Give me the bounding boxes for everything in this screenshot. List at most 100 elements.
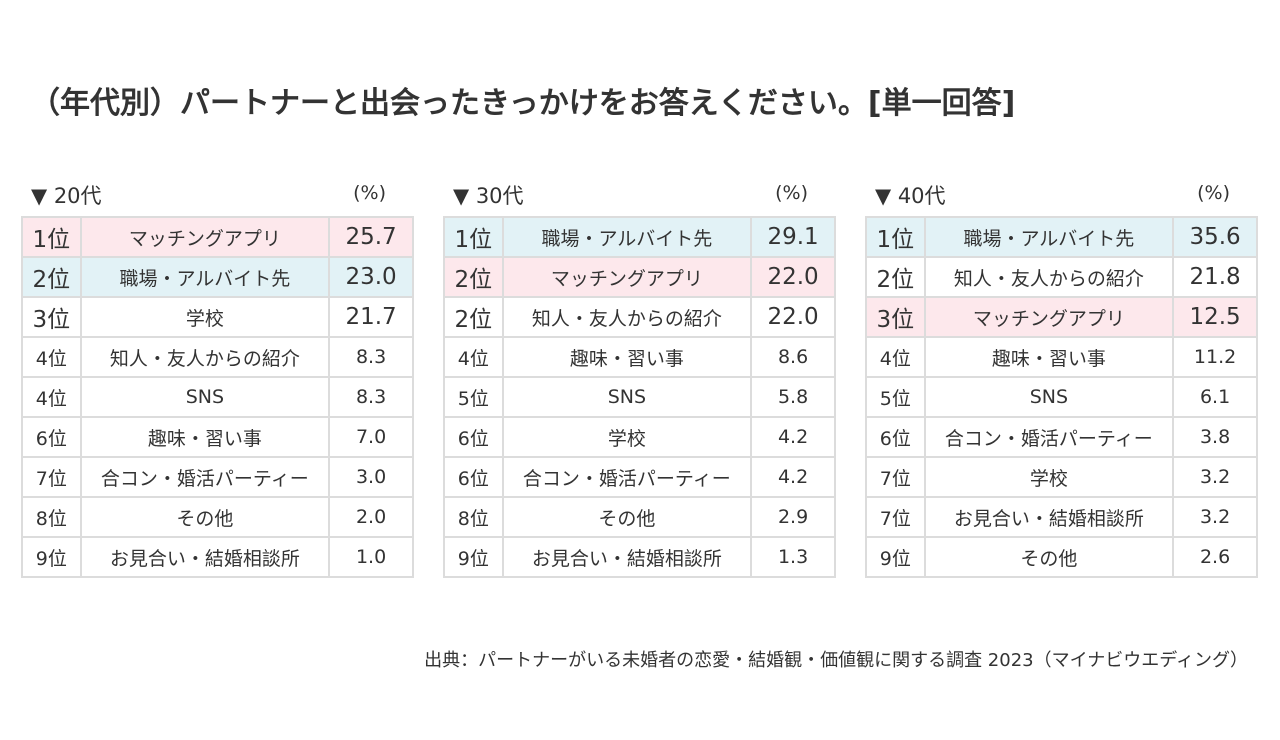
table-row: 9位 その他 2.6 [865, 536, 1258, 578]
panel-title: ▼ 30代 [453, 184, 524, 208]
value-cell: 11.2 [1172, 336, 1258, 378]
value-cell: 7.0 [328, 416, 414, 458]
item-cell: 職場・アルバイト先 [501, 216, 753, 258]
table-row: 6位 合コン・婚活パーティー 3.8 [865, 416, 1258, 458]
table-row: 4位 趣味・習い事 11.2 [865, 336, 1258, 378]
rank-cell: 8位 [21, 496, 82, 538]
table-panel-30s: ▼ 30代 (%) 1位 職場・アルバイト先 29.1 2位 マッチングアプリ 22.0 2… [443, 176, 836, 578]
item-cell: SNS [79, 376, 331, 418]
rank-cell: 2位 [443, 256, 504, 298]
item-cell: 合コン・婚活パーティー [923, 416, 1175, 458]
table-row: 6位 学校 4.2 [443, 416, 836, 458]
value-cell: 2.9 [750, 496, 836, 538]
ranking-table: 1位 職場・アルバイト先 29.1 2位 マッチングアプリ 22.0 2位 知人・友人からの紹… [443, 216, 836, 578]
value-cell: 2.6 [1172, 536, 1258, 578]
rank-cell: 9位 [21, 536, 82, 578]
value-cell: 6.1 [1172, 376, 1258, 418]
rank-cell: 7位 [865, 456, 926, 498]
item-cell: 趣味・習い事 [79, 416, 331, 458]
rank-cell: 9位 [443, 536, 504, 578]
rank-cell: 6位 [443, 456, 504, 498]
value-cell: 12.5 [1172, 296, 1258, 338]
value-cell: 35.6 [1172, 216, 1258, 258]
item-cell: マッチングアプリ [79, 216, 331, 258]
value-cell: 23.0 [328, 256, 414, 298]
panel-title: ▼ 20代 [31, 184, 102, 208]
item-cell: その他 [923, 536, 1175, 578]
item-cell: お見合い・結婚相談所 [79, 536, 331, 578]
table-row: 3位 マッチングアプリ 12.5 [865, 296, 1258, 338]
value-cell: 21.7 [328, 296, 414, 338]
table-row: 8位 その他 2.0 [21, 496, 414, 538]
table-row: 2位 知人・友人からの紹介 21.8 [865, 256, 1258, 298]
rank-cell: 2位 [865, 256, 926, 298]
item-cell: SNS [923, 376, 1175, 418]
table-row: 5位 SNS 6.1 [865, 376, 1258, 418]
table-row: 4位 趣味・習い事 8.6 [443, 336, 836, 378]
item-cell: 知人・友人からの紹介 [79, 336, 331, 378]
rank-cell: 6位 [865, 416, 926, 458]
value-cell: 8.6 [750, 336, 836, 378]
value-cell: 1.3 [750, 536, 836, 578]
table-row: 4位 SNS 8.3 [21, 376, 414, 418]
value-cell: 5.8 [750, 376, 836, 418]
table-row: 6位 趣味・習い事 7.0 [21, 416, 414, 458]
rank-cell: 2位 [21, 256, 82, 298]
item-cell: 知人・友人からの紹介 [501, 296, 753, 338]
rank-cell: 1位 [21, 216, 82, 258]
value-cell: 3.2 [1172, 496, 1258, 538]
value-cell: 29.1 [750, 216, 836, 258]
panel-header: ▼ 30代 (%) [443, 176, 836, 216]
table-row: 1位 職場・アルバイト先 35.6 [865, 216, 1258, 258]
table-panel-20s: ▼ 20代 (%) 1位 マッチングアプリ 25.7 2位 職場・アルバイト先 23.0 3… [21, 176, 414, 578]
item-cell: 趣味・習い事 [923, 336, 1175, 378]
rank-cell: 7位 [21, 456, 82, 498]
value-cell: 1.0 [328, 536, 414, 578]
unit-label: (%) [353, 182, 386, 204]
table-row: 2位 知人・友人からの紹介 22.0 [443, 296, 836, 338]
value-cell: 8.3 [328, 376, 414, 418]
item-cell: 学校 [923, 456, 1175, 498]
rank-cell: 5位 [443, 376, 504, 418]
panel-title: ▼ 40代 [875, 184, 946, 208]
panel-header: ▼ 20代 (%) [21, 176, 414, 216]
value-cell: 22.0 [750, 296, 836, 338]
item-cell: 学校 [501, 416, 753, 458]
value-cell: 3.2 [1172, 456, 1258, 498]
rank-cell: 4位 [21, 376, 82, 418]
item-cell: 学校 [79, 296, 331, 338]
table-row: 1位 マッチングアプリ 25.7 [21, 216, 414, 258]
value-cell: 8.3 [328, 336, 414, 378]
table-panel-40s: ▼ 40代 (%) 1位 職場・アルバイト先 35.6 2位 知人・友人からの紹介 21.… [865, 176, 1258, 578]
rank-cell: 8位 [443, 496, 504, 538]
table-row: 7位 合コン・婚活パーティー 3.0 [21, 456, 414, 498]
table-row: 7位 お見合い・結婚相談所 3.2 [865, 496, 1258, 538]
panel-header: ▼ 40代 (%) [865, 176, 1258, 216]
table-row: 9位 お見合い・結婚相談所 1.3 [443, 536, 836, 578]
ranking-table: 1位 マッチングアプリ 25.7 2位 職場・アルバイト先 23.0 3位 学校 21.7 4位知… [21, 216, 414, 578]
item-cell: 職場・アルバイト先 [923, 216, 1175, 258]
value-cell: 22.0 [750, 256, 836, 298]
rank-cell: 4位 [21, 336, 82, 378]
item-cell: お見合い・結婚相談所 [923, 496, 1175, 538]
rank-cell: 6位 [443, 416, 504, 458]
table-row: 6位 合コン・婚活パーティー 4.2 [443, 456, 836, 498]
rank-cell: 4位 [865, 336, 926, 378]
rank-cell: 3位 [865, 296, 926, 338]
value-cell: 4.2 [750, 416, 836, 458]
item-cell: その他 [79, 496, 331, 538]
table-row: 2位 職場・アルバイト先 23.0 [21, 256, 414, 298]
item-cell: マッチングアプリ [923, 296, 1175, 338]
rank-cell: 1位 [865, 216, 926, 258]
unit-label: (%) [775, 182, 808, 204]
table-row: 2位 マッチングアプリ 22.0 [443, 256, 836, 298]
item-cell: 合コン・婚活パーティー [79, 456, 331, 498]
value-cell: 4.2 [750, 456, 836, 498]
ranking-table: 1位 職場・アルバイト先 35.6 2位 知人・友人からの紹介 21.8 3位 マッチングアプ… [865, 216, 1258, 578]
rank-cell: 5位 [865, 376, 926, 418]
item-cell: 職場・アルバイト先 [79, 256, 331, 298]
rank-cell: 2位 [443, 296, 504, 338]
item-cell: SNS [501, 376, 753, 418]
rank-cell: 3位 [21, 296, 82, 338]
item-cell: 知人・友人からの紹介 [923, 256, 1175, 298]
